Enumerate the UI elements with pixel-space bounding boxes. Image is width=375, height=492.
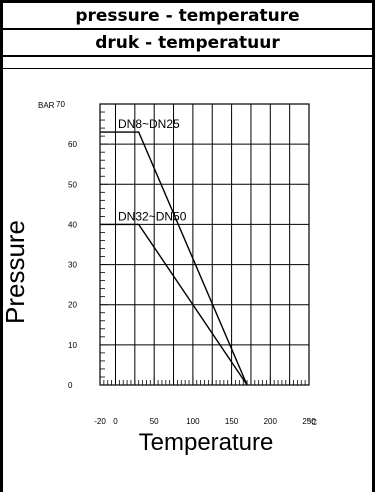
title-dutch: druk - temperatuur (95, 33, 280, 53)
table-border-left (0, 0, 3, 492)
series-line (100, 223, 248, 386)
chart-grid (100, 103, 310, 386)
table-row-divider (3, 55, 372, 57)
x-axis-label: Temperature (139, 429, 274, 456)
chart-axes (99, 103, 310, 386)
y-tick-label: 50 (68, 180, 77, 189)
y-tick-label: 10 (68, 341, 77, 350)
y-tick-label: 20 (68, 301, 77, 310)
y-axis-unit: BAR (38, 101, 55, 110)
y-tick-label: 30 (68, 261, 77, 270)
y-tick-label: 0 (68, 381, 73, 390)
table-border-top (3, 0, 372, 3)
y-tick-label: 40 (68, 220, 77, 229)
x-tick-label: 250 (302, 417, 316, 426)
series-label: DN8~DN25 (118, 117, 180, 131)
plot-frame (99, 103, 310, 386)
x-tick-label: 150 (225, 417, 239, 426)
x-tick-label: 100 (186, 417, 200, 426)
x-tick-label: -20 (94, 417, 106, 426)
y-axis-label: Pressure (0, 220, 30, 324)
table-row-divider (3, 28, 372, 30)
x-tick-label: 200 (264, 417, 278, 426)
series-line (100, 131, 248, 386)
chart-labels: 0 10 20 30 40 50 60 70 -20 0 50 100 150 200 250 DN8~DN2… (56, 100, 316, 426)
series-label: DN32~DN50 (118, 209, 187, 223)
x-axis-unit: °C (308, 418, 317, 427)
x-tick-label: 50 (150, 417, 159, 426)
table-row-divider (3, 68, 372, 69)
chart-series (100, 131, 248, 386)
title-english: pressure - temperature (75, 6, 300, 26)
y-tick-label: 60 (68, 140, 77, 149)
y-tick-label: 70 (56, 100, 65, 109)
table-border-right (372, 0, 375, 492)
x-tick-label: 0 (113, 417, 118, 426)
